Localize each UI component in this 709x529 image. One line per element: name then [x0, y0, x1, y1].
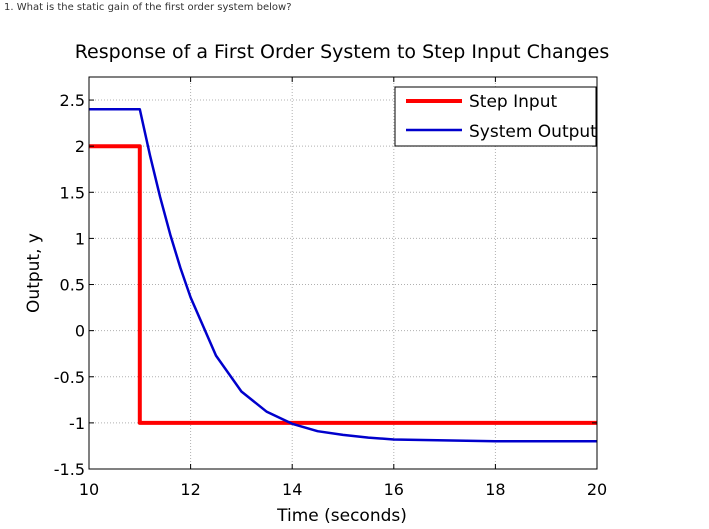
legend: Step Input System Output — [394, 86, 597, 147]
legend-label-step-input: Step Input — [469, 92, 557, 112]
series-lines — [89, 108, 597, 443]
chart-title: Response of a First Order System to Step… — [75, 41, 610, 63]
y-tick-label: -1 — [69, 414, 85, 433]
y-tick-label: 2.5 — [60, 91, 85, 110]
question-text: 1. What is the static gain of the first … — [4, 2, 292, 13]
legend-label-system-output: System Output — [469, 122, 597, 142]
y-tick-label: 0.5 — [60, 276, 85, 295]
axis-ticks: 10 12 14 16 18 20 -1.5 -1 -0.5 0 0.5 1 1.5 2 2.5 — [54, 77, 607, 499]
x-tick-label: 18 — [485, 480, 505, 499]
x-tick-label: 20 — [587, 480, 607, 499]
y-tick-label: 0 — [75, 322, 85, 341]
series-line-system-output — [89, 108, 597, 443]
x-tick-label: 12 — [180, 480, 200, 499]
y-axis-label: Output, y — [24, 233, 44, 313]
y-tick-label: 1.5 — [60, 183, 85, 202]
y-tick-label: 1 — [75, 229, 85, 248]
legend-box — [394, 86, 597, 147]
y-tick-label: -1.5 — [54, 460, 85, 479]
x-tick-label: 16 — [384, 480, 404, 499]
x-tick-label: 14 — [282, 480, 302, 499]
y-tick-label: -0.5 — [54, 368, 85, 387]
x-axis-label: Time (seconds) — [276, 506, 407, 526]
series-line-step-input — [89, 144, 597, 425]
plot-frame — [88, 76, 598, 470]
y-tick-label: 2 — [75, 137, 85, 156]
x-tick-label: 10 — [79, 480, 99, 499]
